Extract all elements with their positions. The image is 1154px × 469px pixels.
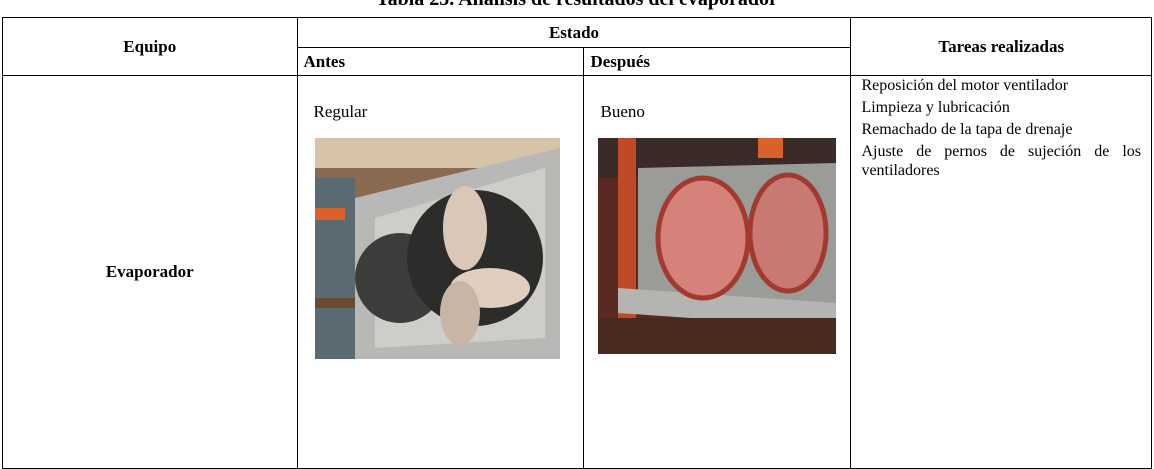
tasks-cell: Reposición del motor ventilador Limpieza … — [850, 75, 1152, 469]
state-label: Regular — [313, 102, 368, 121]
header-cell: Tareas realizadas — [850, 17, 1152, 76]
task-item: Remachado de la tapa de drenaje — [861, 121, 1073, 138]
photo-after — [598, 138, 837, 354]
task-item: Ajuste de pernos de sujeción de los vent… — [861, 143, 1141, 179]
after-cell: Bueno — [583, 75, 852, 469]
results-table: Equipo Estado Tareas realizadas Antes De… — [2, 17, 1152, 469]
task-item: Limpieza y lubricación — [861, 99, 1010, 116]
header-cell: Después — [583, 47, 852, 76]
equipment-cell: Evaporador — [2, 75, 298, 469]
before-cell: Regular — [296, 75, 585, 469]
state-label: Bueno — [600, 102, 645, 121]
photo-before — [314, 138, 560, 359]
table-caption: Tabla 25. Análisis de resultados del eva… — [0, 0, 1154, 11]
header-cell: Estado — [296, 17, 852, 48]
tasks-list: Reposición del motor ventilador Limpieza … — [857, 76, 1145, 180]
header-cell: Antes — [296, 47, 585, 76]
header-cell: Equipo — [2, 17, 298, 76]
task-item: Reposición del motor ventilador — [861, 77, 1069, 94]
